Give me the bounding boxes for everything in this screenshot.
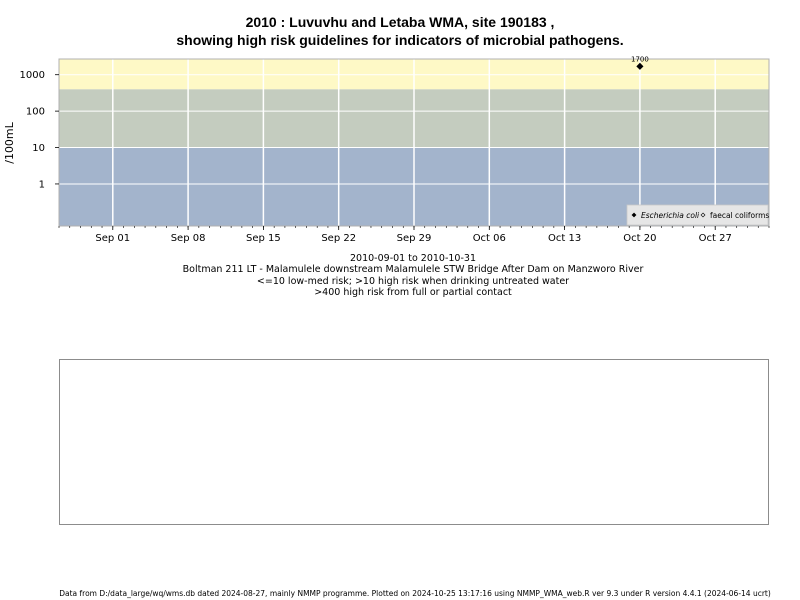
x-tick-label: Sep 22 — [321, 233, 356, 244]
x-tick-label: Oct 13 — [548, 233, 581, 244]
data-point — [636, 62, 644, 70]
legend-label: Escherichia coli — [641, 211, 700, 220]
x-tick-label: Sep 29 — [397, 233, 432, 244]
empty-plot-panel — [59, 359, 769, 525]
legend-marker — [700, 212, 706, 218]
y-tick-label: 1000 — [20, 70, 45, 81]
y-tick-label: 1 — [39, 179, 45, 190]
x-tick-label: Oct 06 — [473, 233, 506, 244]
legend-marker — [631, 212, 637, 218]
y-axis: 1 10 100 1000 — [20, 70, 59, 190]
date-range-caption: 2010-09-01 to 2010-10-31 — [350, 253, 476, 264]
chart-title-line2: showing high risk guidelines for indicat… — [176, 32, 624, 48]
x-tick-label: Sep 08 — [171, 233, 206, 244]
grid-lines — [59, 59, 769, 226]
x-tick-label: Oct 27 — [699, 233, 732, 244]
legend-label: faecal coliforms — [710, 211, 769, 220]
x-tick-label: Oct 20 — [623, 233, 656, 244]
x-tick-label: Sep 01 — [95, 233, 130, 244]
chart-title-line1: 2010 : Luvuvhu and Letaba WMA, site 1901… — [245, 14, 555, 30]
y-tick-label: 100 — [26, 107, 45, 118]
x-axis: Sep 01 Sep 08 Sep 15 Sep 22 Sep 29 Oct 06 Oct … — [58, 226, 770, 244]
footer-note: Data from D:/data_large/wq/wms.db dated … — [59, 589, 771, 598]
y-tick-label: 10 — [32, 143, 45, 154]
x-tick-label: Sep 15 — [246, 233, 281, 244]
guideline-caption-2: >400 high risk from full or partial cont… — [314, 287, 512, 298]
guideline-caption-1: <=10 low-med risk; >10 high risk when dr… — [256, 276, 570, 287]
site-caption: Boltman 211 LT - Malamulele downstream M… — [182, 264, 644, 275]
data-points: 1700 — [631, 55, 649, 70]
data-label: 1700 — [631, 55, 649, 63]
y-axis-label: /100mL — [3, 121, 16, 163]
legend: Escherichia coli faecal coliforms — [626, 204, 769, 226]
legend-box — [626, 204, 769, 226]
